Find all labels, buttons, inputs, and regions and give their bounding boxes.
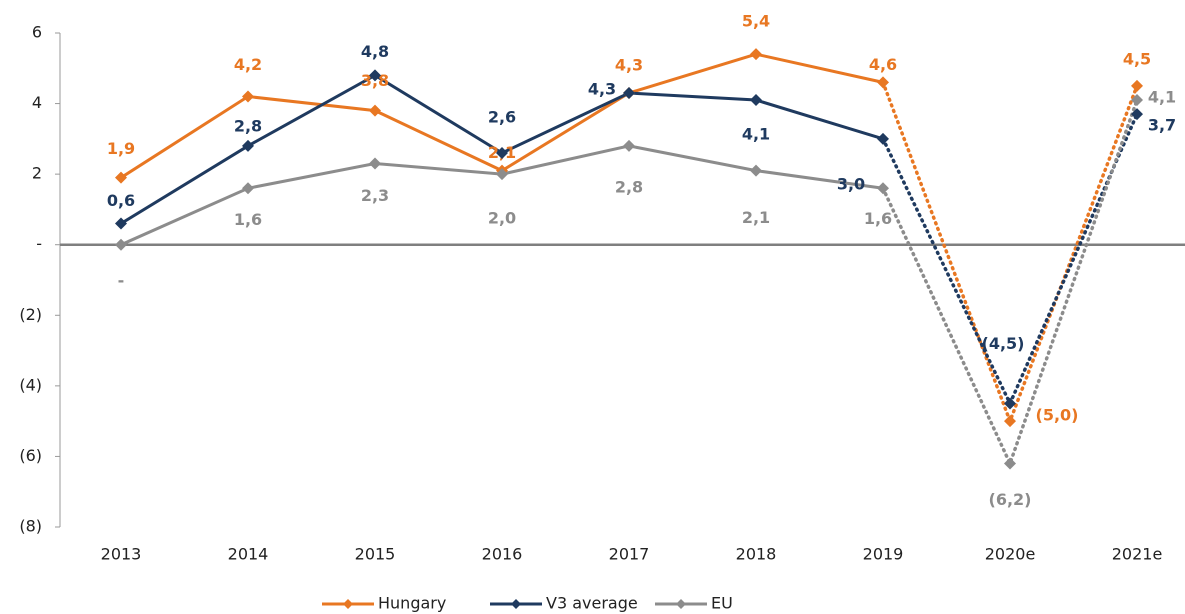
marker [877,76,889,89]
y-tick-label: (2) [19,305,42,324]
value-label: 4,2 [234,55,262,74]
marker [242,90,254,103]
x-tick-label: 2017 [609,545,650,564]
marker [369,104,381,117]
y-tick-label: - [36,234,42,253]
value-label: 4,5 [1123,49,1151,68]
x-tick-label: 2013 [101,545,142,564]
line-projection [881,80,1139,427]
marker [623,86,635,99]
marker [115,238,127,251]
value-label: 4,3 [615,55,643,74]
marker [750,94,762,107]
legend-item: EU [655,594,733,613]
value-label: 4,1 [742,125,770,144]
marker [1004,397,1016,410]
y-tick-label: (4) [19,375,42,394]
value-label: 0,6 [107,191,135,210]
marker [369,69,381,82]
y-tick-label: 2 [32,164,42,183]
value-label: 2,0 [488,209,516,228]
x-tick-label: 2018 [736,545,777,564]
marker [877,132,889,145]
marker [1004,457,1016,470]
value-label: - [118,271,125,290]
x-tick-label: 2014 [228,545,269,564]
marker [496,146,508,159]
x-tick-label: 2016 [482,545,523,564]
marker [1004,415,1016,428]
x-tick-label: 2020e [985,545,1036,564]
value-label: 4,3 [588,79,616,98]
marker [242,139,254,152]
value-label: 1,6 [234,210,262,229]
value-label: 2,8 [615,177,643,196]
value-label: (6,2) [989,490,1032,509]
legend-label: EU [711,594,733,613]
marker [1131,108,1143,121]
value-label: 1,6 [864,209,892,228]
y-tick-label: 4 [32,93,42,112]
y-tick-label: 6 [32,23,42,42]
value-label: 3,0 [837,174,865,193]
value-label: 4,1 [1148,88,1176,107]
y-tick-label: (8) [19,517,42,536]
x-tick-label: 2019 [863,545,904,564]
legend-item: Hungary [322,594,446,613]
value-label: 4,6 [869,55,897,74]
legend-item: V3 average [490,594,638,613]
y-tick-label: (6) [19,446,42,465]
marker [623,139,635,152]
x-tick-label: 2015 [355,545,396,564]
marker [750,164,762,177]
value-label: 2,1 [742,208,770,227]
line-projection [881,112,1139,408]
x-tick-label: 2021e [1112,545,1163,564]
legend-label: Hungary [378,594,446,613]
line-projection [881,98,1139,469]
marker [496,168,508,181]
marker [115,217,127,230]
legend-marker [676,599,686,609]
legend-marker [511,599,521,609]
value-label: 4,8 [361,42,389,61]
value-label: (5,0) [1036,406,1079,425]
legend-marker [343,599,353,609]
value-label: 3,7 [1148,116,1176,135]
marker [877,182,889,195]
value-label: 2,6 [488,107,516,126]
marker [115,171,127,184]
value-label: 2,8 [234,116,262,135]
marker [369,157,381,170]
value-label: 1,9 [107,139,135,158]
marker [750,48,762,61]
marker [1131,94,1143,107]
marker [1131,79,1143,92]
value-label: 2,3 [361,186,389,205]
legend-label: V3 average [546,594,638,613]
value-label: (4,5) [982,334,1025,353]
value-label: 5,4 [742,12,770,31]
marker [242,182,254,195]
